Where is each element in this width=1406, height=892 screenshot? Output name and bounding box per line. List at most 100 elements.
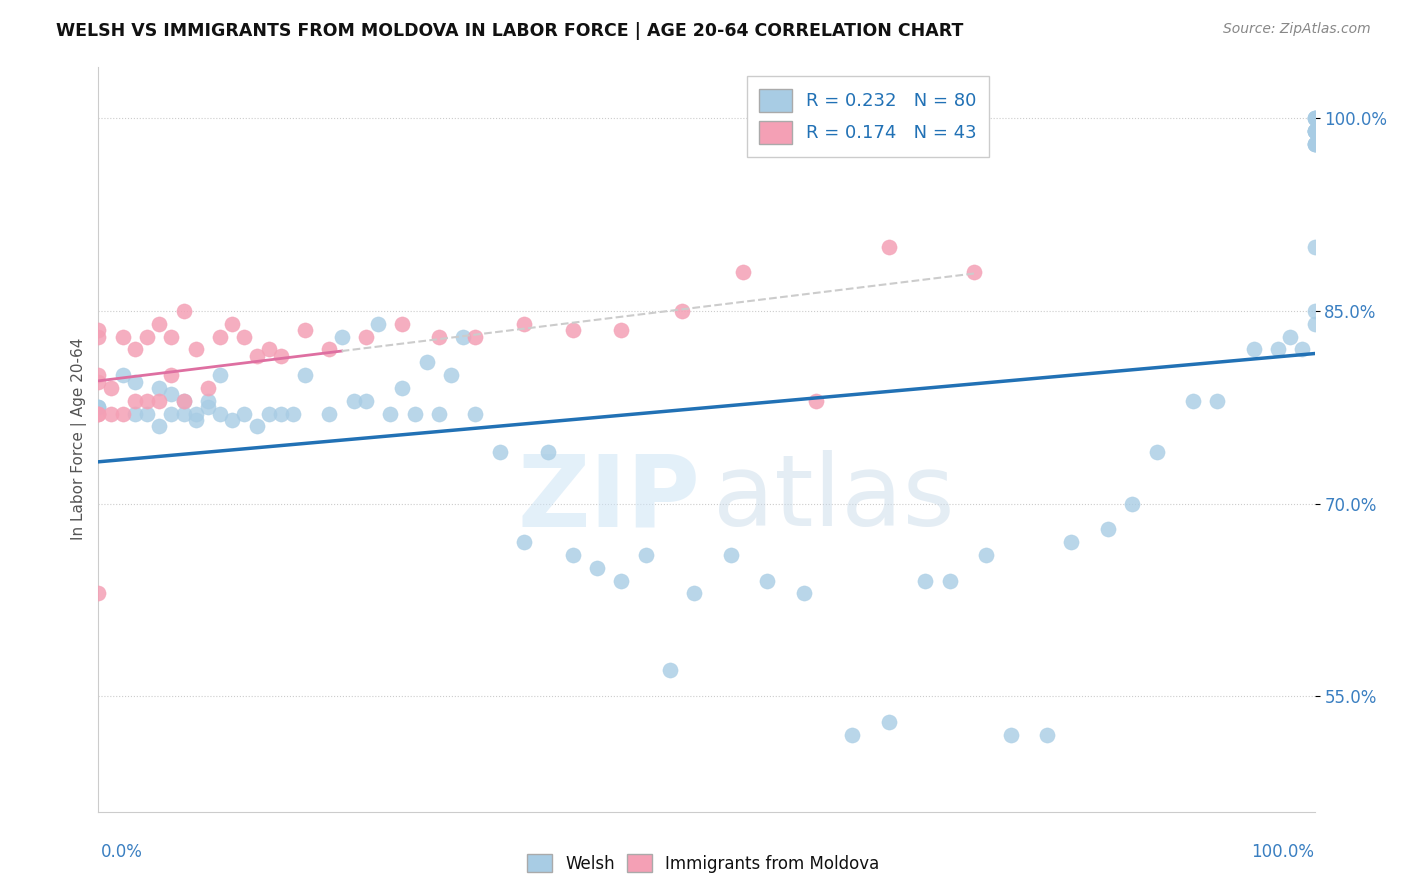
Point xyxy=(87,407,110,421)
Point xyxy=(281,407,304,421)
Text: Source: ZipAtlas.com: Source: ZipAtlas.com xyxy=(1223,22,1371,37)
Point xyxy=(841,728,863,742)
Point xyxy=(1303,112,1326,126)
Point xyxy=(391,381,413,395)
Point xyxy=(354,393,377,408)
Point xyxy=(221,413,243,427)
Point xyxy=(173,407,195,421)
Point xyxy=(391,317,413,331)
Point xyxy=(877,714,900,729)
Point xyxy=(464,329,486,343)
Point xyxy=(209,407,232,421)
Point xyxy=(427,407,450,421)
Point xyxy=(1097,522,1119,536)
Point xyxy=(1243,343,1265,357)
Point xyxy=(245,349,267,363)
Point xyxy=(416,355,439,369)
Point xyxy=(160,329,183,343)
Point xyxy=(1267,343,1289,357)
Point xyxy=(561,548,583,562)
Point xyxy=(87,407,110,421)
Point xyxy=(184,413,207,427)
Point xyxy=(294,323,316,337)
Point xyxy=(1121,496,1143,510)
Point xyxy=(87,323,110,337)
Point xyxy=(354,329,377,343)
Point xyxy=(184,343,207,357)
Point xyxy=(974,548,997,562)
Point xyxy=(111,368,134,383)
Point xyxy=(1303,112,1326,126)
Legend: R = 0.232   N = 80, R = 0.174   N = 43: R = 0.232 N = 80, R = 0.174 N = 43 xyxy=(747,76,990,157)
Point xyxy=(683,586,706,600)
Point xyxy=(793,586,815,600)
Point xyxy=(136,407,159,421)
Point xyxy=(209,368,232,383)
Point xyxy=(1303,124,1326,138)
Point xyxy=(173,304,195,318)
Point xyxy=(197,393,219,408)
Point xyxy=(173,393,195,408)
Point xyxy=(184,407,207,421)
Point xyxy=(1303,136,1326,151)
Point xyxy=(367,317,389,331)
Point xyxy=(1303,124,1326,138)
Point xyxy=(148,419,170,434)
Point xyxy=(197,401,219,415)
Point xyxy=(160,368,183,383)
Text: ZIP: ZIP xyxy=(517,450,700,548)
Point xyxy=(404,407,426,421)
Point xyxy=(671,304,693,318)
Point xyxy=(87,401,110,415)
Y-axis label: In Labor Force | Age 20-64: In Labor Force | Age 20-64 xyxy=(72,338,87,541)
Point xyxy=(318,343,340,357)
Point xyxy=(87,368,110,383)
Point xyxy=(659,664,682,678)
Point xyxy=(939,574,962,588)
Point xyxy=(136,393,159,408)
Point xyxy=(1291,343,1313,357)
Point xyxy=(427,329,450,343)
Point xyxy=(100,381,122,395)
Text: 0.0%: 0.0% xyxy=(101,843,143,861)
Point xyxy=(513,535,536,549)
Point xyxy=(124,343,146,357)
Point xyxy=(1060,535,1083,549)
Point xyxy=(610,323,633,337)
Point xyxy=(731,265,754,279)
Point xyxy=(1303,124,1326,138)
Point xyxy=(561,323,583,337)
Point xyxy=(634,548,657,562)
Point xyxy=(1036,728,1059,742)
Point xyxy=(720,548,742,562)
Point xyxy=(233,407,256,421)
Point xyxy=(1279,329,1302,343)
Point xyxy=(586,560,609,574)
Point xyxy=(1303,240,1326,254)
Point xyxy=(111,407,134,421)
Point xyxy=(318,407,340,421)
Point xyxy=(87,375,110,389)
Point xyxy=(270,349,292,363)
Point xyxy=(1303,136,1326,151)
Point xyxy=(294,368,316,383)
Point xyxy=(453,329,475,343)
Point xyxy=(963,265,986,279)
Point xyxy=(1206,393,1229,408)
Point xyxy=(877,240,900,254)
Point xyxy=(440,368,463,383)
Point xyxy=(87,586,110,600)
Point xyxy=(488,445,510,459)
Point xyxy=(380,407,402,421)
Point xyxy=(124,375,146,389)
Point xyxy=(1000,728,1022,742)
Text: atlas: atlas xyxy=(713,450,955,548)
Point xyxy=(1303,317,1326,331)
Point xyxy=(221,317,243,331)
Point xyxy=(136,329,159,343)
Point xyxy=(124,393,146,408)
Point xyxy=(610,574,633,588)
Point xyxy=(1303,112,1326,126)
Point xyxy=(513,317,536,331)
Point xyxy=(537,445,560,459)
